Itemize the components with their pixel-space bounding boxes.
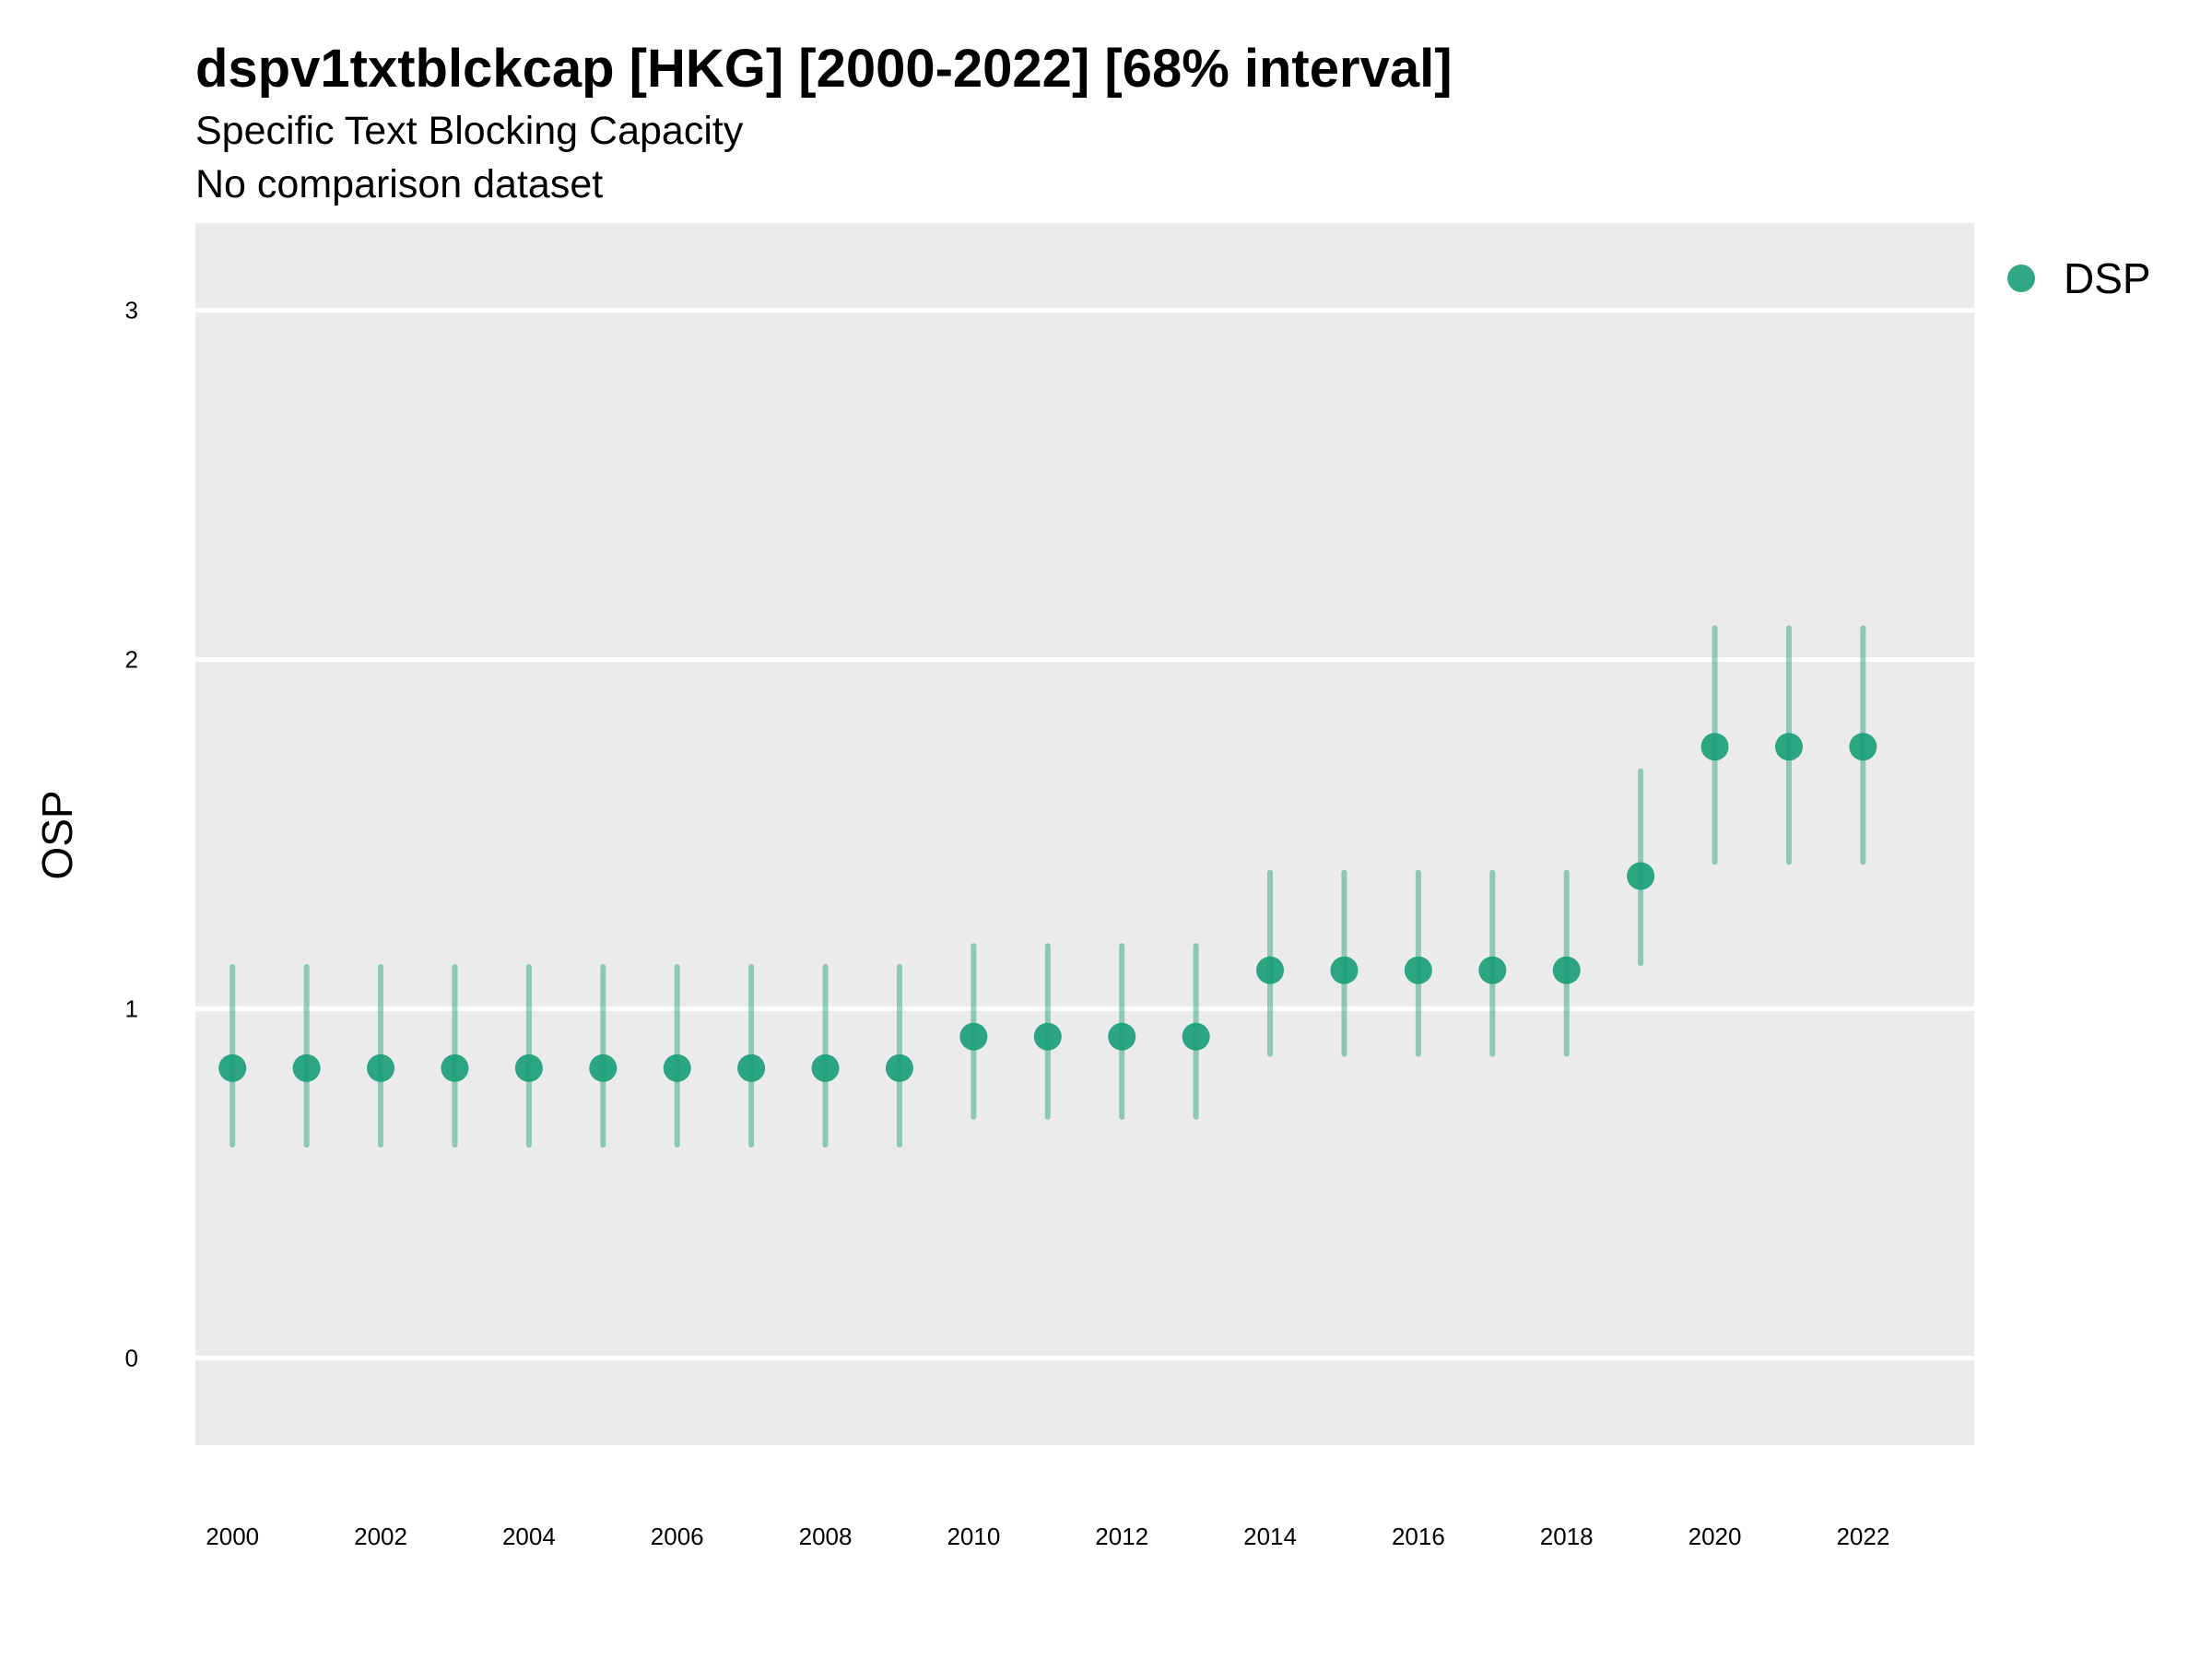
data-point [737, 1053, 766, 1082]
data-point [1404, 956, 1432, 984]
x-tick-label: 2014 [1243, 1523, 1297, 1550]
data-point [959, 1022, 988, 1051]
data-point [1330, 956, 1359, 984]
chart-subtitle: Specific Text Blocking Capacity [195, 109, 744, 153]
x-tick-label: 2010 [947, 1523, 1000, 1550]
data-point [367, 1053, 395, 1082]
data-point [811, 1053, 840, 1082]
data-point [1552, 956, 1581, 984]
legend-label-dsp: DSP [2064, 254, 2151, 302]
data-point [1627, 862, 1655, 890]
data-point [1108, 1022, 1136, 1051]
y-axis-ticks: 0 1 2 3 [125, 297, 138, 1372]
data-point [663, 1053, 691, 1082]
data-point [885, 1053, 913, 1082]
data-point [292, 1053, 321, 1082]
y-axis-title: OSP [33, 790, 81, 879]
data-point [1774, 733, 1803, 761]
data-point [1849, 733, 1877, 761]
plot-panel [195, 223, 1974, 1445]
x-tick-label: 2000 [206, 1523, 259, 1550]
data-point [1478, 956, 1507, 984]
x-tick-label: 2004 [502, 1523, 556, 1550]
data-point [1256, 956, 1285, 984]
y-tick-label: 0 [125, 1344, 138, 1371]
chart-caption-line: No comparison dataset [195, 162, 603, 206]
data-point [441, 1053, 469, 1082]
legend: DSP [2007, 254, 2151, 302]
y-tick-label: 1 [125, 994, 138, 1022]
x-axis-ticks: 2000 2002 2004 2006 2008 2010 2012 2014 2016 2018… [206, 1523, 1889, 1550]
legend-marker-dsp [2007, 265, 2035, 292]
x-tick-label: 2006 [651, 1523, 704, 1550]
data-point [1033, 1022, 1062, 1051]
data-points [218, 733, 1877, 1082]
x-tick-label: 2008 [799, 1523, 853, 1550]
x-tick-label: 2018 [1540, 1523, 1594, 1550]
x-tick-label: 2022 [1836, 1523, 1889, 1550]
data-point [1700, 733, 1729, 761]
data-point [589, 1053, 618, 1082]
y-tick-label: 3 [125, 297, 138, 324]
data-point [514, 1053, 543, 1082]
x-tick-label: 2012 [1095, 1523, 1148, 1550]
y-tick-label: 2 [125, 646, 138, 674]
data-point [1182, 1022, 1210, 1051]
chart-title: dspv1txtblckcap [HKG] [2000-2022] [68% i… [195, 39, 1453, 99]
x-tick-label: 2002 [354, 1523, 407, 1550]
x-tick-label: 2020 [1688, 1523, 1742, 1550]
data-point [218, 1053, 247, 1082]
gridlines [195, 308, 1974, 1360]
x-tick-label: 2016 [1392, 1523, 1445, 1550]
